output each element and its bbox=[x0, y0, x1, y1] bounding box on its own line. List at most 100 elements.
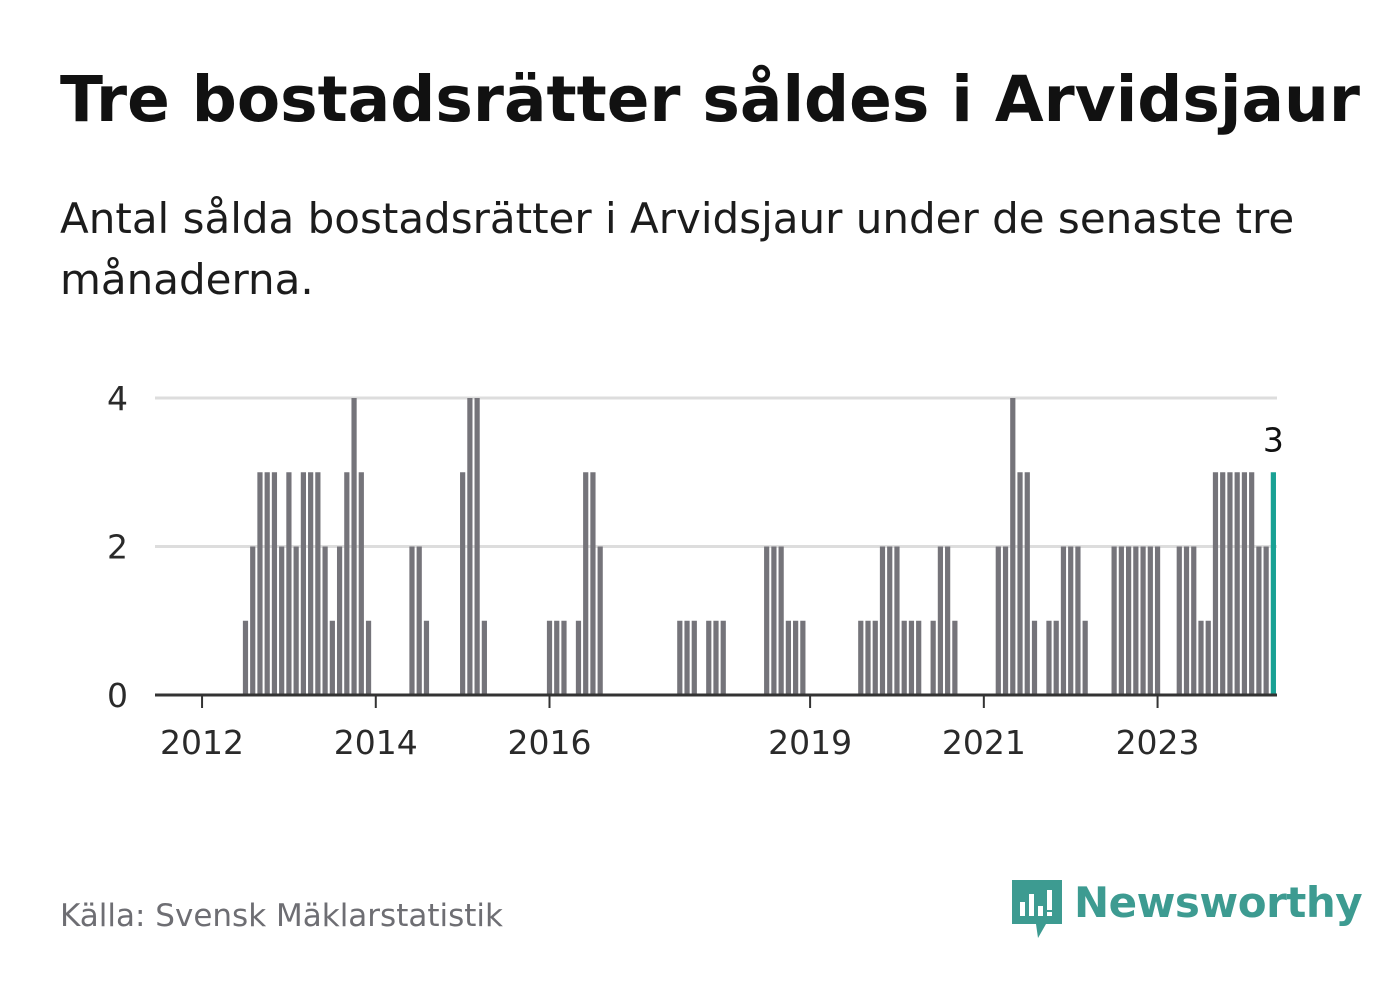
bar bbox=[336, 546, 343, 695]
bar bbox=[865, 620, 871, 695]
bar bbox=[575, 620, 582, 695]
bar bbox=[1017, 472, 1023, 695]
bar-value-label: 3 bbox=[1263, 420, 1284, 459]
bar bbox=[1263, 546, 1269, 695]
annotations: 3 bbox=[1263, 420, 1284, 459]
bars bbox=[242, 398, 1276, 695]
bar bbox=[1126, 546, 1132, 695]
x-axis-labels: 2012 2014 2016 2019 2021 2023 bbox=[160, 723, 1199, 762]
bar bbox=[351, 398, 357, 695]
bar bbox=[329, 620, 335, 695]
y-tick-label: 4 bbox=[107, 379, 128, 418]
bar bbox=[1140, 546, 1146, 695]
bar bbox=[995, 546, 1001, 695]
bar bbox=[764, 546, 770, 695]
bar bbox=[583, 472, 589, 695]
x-tick-label: 2016 bbox=[508, 723, 592, 762]
x-axis bbox=[155, 693, 1277, 708]
bar bbox=[1118, 546, 1124, 695]
chart-title: Tre bostadsrätter såldes i Arvidsjaur bbox=[60, 63, 1360, 136]
newsworthy-logo: Newsworthy bbox=[1012, 878, 1363, 942]
bar bbox=[1082, 620, 1088, 695]
bar bbox=[945, 546, 951, 695]
bar bbox=[1241, 472, 1248, 695]
bar bbox=[952, 620, 958, 695]
y-axis-labels: 0 2 4 bbox=[107, 379, 128, 715]
bar bbox=[901, 620, 907, 695]
bar bbox=[916, 620, 922, 695]
bar bbox=[590, 472, 596, 695]
bar-highlighted bbox=[1270, 472, 1276, 695]
bar bbox=[322, 546, 328, 695]
bar bbox=[684, 620, 690, 695]
bar bbox=[546, 620, 553, 695]
bar bbox=[800, 620, 806, 695]
bar bbox=[474, 398, 480, 695]
bar bbox=[561, 620, 567, 695]
bar bbox=[481, 620, 487, 695]
bar bbox=[1046, 620, 1052, 695]
y-tick-label: 2 bbox=[107, 528, 128, 567]
bar bbox=[597, 546, 603, 695]
bar bbox=[315, 472, 321, 695]
bar bbox=[409, 546, 415, 695]
bar bbox=[1053, 620, 1059, 695]
bar bbox=[677, 620, 683, 695]
bar bbox=[691, 620, 697, 695]
bar-chart: 0 2 4 2012 2014 2016 2019 2021 2023 3 bbox=[107, 379, 1284, 762]
bar bbox=[242, 620, 249, 695]
bar bbox=[1147, 546, 1153, 695]
bar bbox=[937, 546, 943, 695]
bar bbox=[1198, 620, 1204, 695]
bar bbox=[887, 546, 893, 695]
bar bbox=[554, 620, 560, 695]
bar bbox=[344, 472, 350, 695]
chart-subtitle: Antal sålda bostadsrätter i Arvidsjaur u… bbox=[60, 194, 1295, 304]
bar bbox=[785, 620, 791, 695]
bar bbox=[1031, 620, 1038, 695]
bar bbox=[1075, 546, 1081, 695]
bar bbox=[460, 472, 466, 695]
x-tick-label: 2014 bbox=[334, 723, 418, 762]
bar bbox=[879, 546, 886, 695]
bar bbox=[720, 620, 726, 695]
bar bbox=[1249, 472, 1255, 695]
bar bbox=[1176, 546, 1182, 695]
bar bbox=[1212, 472, 1219, 695]
bar bbox=[858, 620, 864, 695]
bar bbox=[1154, 546, 1161, 695]
source-credit: Källa: Svensk Mäklarstatistik bbox=[60, 898, 503, 934]
bar bbox=[358, 472, 364, 695]
bar bbox=[416, 546, 422, 695]
bar bbox=[930, 620, 936, 695]
bar bbox=[1111, 546, 1117, 695]
y-tick-label: 0 bbox=[107, 676, 128, 715]
bar bbox=[300, 472, 306, 695]
bar bbox=[713, 620, 719, 695]
bar bbox=[771, 546, 777, 695]
gridlines bbox=[155, 396, 1277, 548]
bar bbox=[250, 546, 256, 695]
bar bbox=[706, 620, 712, 695]
x-tick-label: 2019 bbox=[768, 723, 852, 762]
bar bbox=[365, 620, 372, 695]
bar bbox=[308, 472, 314, 695]
logo-text: Newsworthy bbox=[1074, 878, 1363, 927]
bar bbox=[1068, 546, 1074, 695]
bar bbox=[1060, 546, 1067, 695]
bar bbox=[1220, 472, 1226, 695]
bar bbox=[1024, 472, 1030, 695]
bar bbox=[1133, 546, 1139, 695]
bar bbox=[264, 472, 270, 695]
newsworthy-logo-icon bbox=[1012, 880, 1062, 938]
bar bbox=[467, 398, 473, 695]
bar bbox=[293, 546, 299, 695]
bar bbox=[908, 620, 915, 695]
bar bbox=[1191, 546, 1197, 695]
bar bbox=[872, 620, 878, 695]
bar bbox=[894, 546, 900, 695]
bar bbox=[257, 472, 263, 695]
x-tick-label: 2021 bbox=[942, 723, 1026, 762]
bar bbox=[279, 546, 285, 695]
bar bbox=[423, 620, 430, 695]
